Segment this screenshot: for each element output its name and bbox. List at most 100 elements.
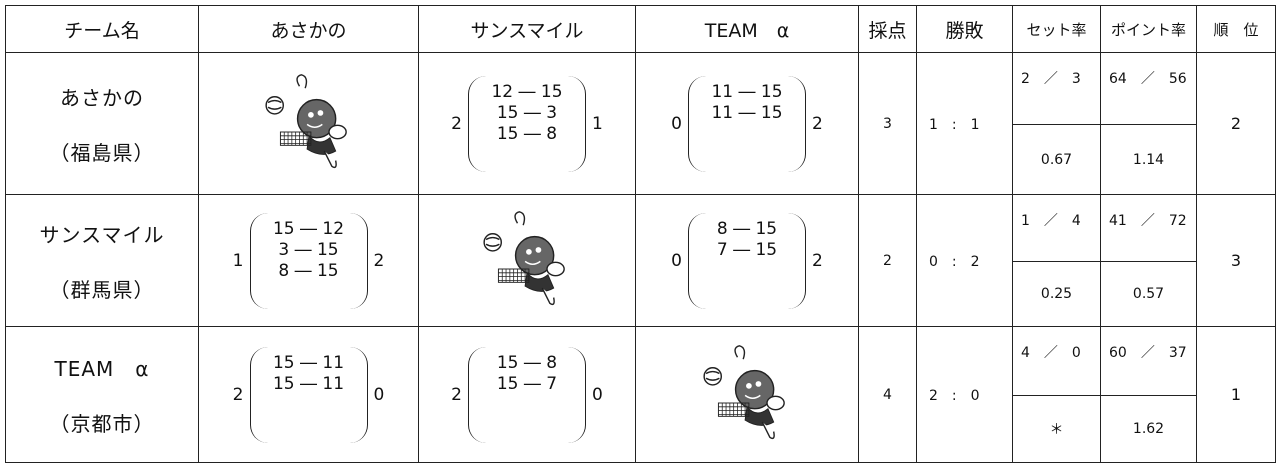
match-cell: 2 12 ― 15 15 ― 3 15 ― 8 1 [418,52,636,195]
set-score: 15 ― 8 [496,123,558,144]
record-cell: 0 : 2 [916,194,1013,327]
rate: 0.57 [1101,260,1196,327]
self-cell [635,326,859,463]
ratio: 64 ／ 56 [1109,70,1187,87]
rate-box: 4 ／ 0 ＊ [1013,328,1100,462]
team-row: TEAM α （京都市） 2 15 ― 11 15 ― 11 0 2 15 ― 8 15 ― 7… [5,326,1276,463]
set-score: 15 ― 3 [496,102,558,123]
mascot-icon [264,73,347,168]
header-cell: あさかの [198,5,419,53]
team-name: サンスマイル [39,222,165,247]
team-name: あさかの [60,85,144,110]
team-row: サンスマイル （群馬県） 1 15 ― 12 3 ― 15 8 ― 15 2 0 8 ― 15 7… [5,194,1276,327]
header-cell: 採点 [858,5,917,53]
team-name: TEAM α [54,356,150,381]
rate-cell: 41 ／ 72 0.57 [1100,194,1197,327]
team-cell: あさかの （福島県） [5,52,199,195]
set-scores: 15 ― 12 3 ― 15 8 ― 15 [249,212,368,309]
set-score: 12 ― 15 [491,81,563,102]
set-score: 15 ― 11 [272,352,345,373]
set-score: 3 ― 15 [278,239,339,260]
rate-box: 2 ／ 3 0.67 [1013,54,1100,194]
rate-cell: 64 ／ 56 1.14 [1100,52,1197,195]
set-score: 15 ― 8 [496,352,558,373]
match-result: 0 11 ― 15 11 ― 15 2 [636,75,858,172]
mascot-icon [483,210,565,305]
score-cell: 2 [858,194,917,327]
set-score: 15 ― 12 [272,218,345,239]
sets-lost: 2 [373,250,385,271]
ratio: 60 ／ 37 [1109,344,1187,361]
team-row: あさかの （福島県） 2 12 ― 15 15 ― 3 15 ― 8 1 0 11 ― 15 11… [5,52,1276,195]
match-cell: 2 15 ― 11 15 ― 11 0 [198,326,419,463]
rank-cell: 3 [1196,194,1276,327]
header-cell: TEAM α [635,5,859,53]
match-result: 2 15 ― 11 15 ― 11 0 [199,346,418,443]
rate-cell: 1 ／ 4 0.25 [1012,194,1101,327]
rate: 1.62 [1101,394,1196,463]
sets-won: 2 [451,113,462,134]
set-scores: 11 ― 15 11 ― 15 [688,75,806,172]
ratio: 2 ／ 3 [1021,70,1081,87]
rate-box: 1 ／ 4 0.25 [1013,196,1100,326]
set-score: 8 ― 15 [716,218,778,239]
set-scores: 15 ― 11 15 ― 11 [249,346,368,443]
sets-won: 0 [671,250,682,271]
results-table: チーム名 あさかの サンスマイル TEAM α 採点 勝敗 セット率 ポイント率順 位 あさか… [5,5,1276,463]
sets-lost: 0 [592,384,603,405]
set-score: 7 ― 15 [716,239,778,260]
rate-box: 60 ／ 37 1.62 [1101,328,1196,462]
set-scores: 8 ― 15 7 ― 15 [688,212,806,309]
sets-won: 2 [232,384,244,405]
rate-cell: 2 ／ 3 0.67 [1012,52,1101,195]
match-cell: 1 15 ― 12 3 ― 15 8 ― 15 2 [198,194,419,327]
ratio: 41 ／ 72 [1109,212,1187,229]
sets-lost: 1 [592,113,603,134]
rate: 1.14 [1101,123,1196,195]
record-cell: 2 : 0 [916,326,1013,463]
team-region: （群馬県） [49,277,155,302]
self-cell [198,52,419,195]
header-cell: 順 位 [1196,5,1276,53]
rate-box: 41 ／ 72 0.57 [1101,196,1196,326]
header-cell: 勝敗 [916,5,1013,53]
sets-won: 1 [232,250,244,271]
match-result: 2 15 ― 8 15 ― 7 0 [419,346,635,443]
rank-cell: 2 [1196,52,1276,195]
sets-lost: 2 [812,113,823,134]
match-cell: 0 8 ― 15 7 ― 15 2 [635,194,859,327]
set-score: 11 ― 15 [711,81,783,102]
team-region: （福島県） [49,140,155,165]
team-cell: サンスマイル （群馬県） [5,194,199,327]
header-cell: セット率 [1012,5,1101,53]
match-result: 1 15 ― 12 3 ― 15 8 ― 15 2 [199,212,418,309]
header-row: チーム名 あさかの サンスマイル TEAM α 採点 勝敗 セット率 ポイント率順 位 [5,5,1276,53]
header-cell: サンスマイル [418,5,636,53]
score-cell: 4 [858,326,917,463]
record-cell: 1 : 1 [916,52,1013,195]
match-result: 0 8 ― 15 7 ― 15 2 [636,212,858,309]
rate-cell: 4 ／ 0 ＊ [1012,326,1101,463]
match-result: 2 12 ― 15 15 ― 3 15 ― 8 1 [419,75,635,172]
rate: ＊ [1013,394,1100,463]
match-cell: 0 11 ― 15 11 ― 15 2 [635,52,859,195]
header-cell: ポイント率 [1100,5,1197,53]
sets-won: 2 [451,384,462,405]
ratio: 4 ／ 0 [1021,344,1081,361]
team-cell: TEAM α （京都市） [5,326,199,463]
set-score: 8 ― 15 [278,260,339,281]
set-score: 11 ― 15 [711,102,783,123]
set-scores: 12 ― 15 15 ― 3 15 ― 8 [468,75,586,172]
sets-won: 0 [671,113,682,134]
rate: 0.67 [1013,123,1100,195]
rank-cell: 1 [1196,326,1276,463]
team-region: （京都市） [49,411,155,436]
rate-cell: 60 ／ 37 1.62 [1100,326,1197,463]
sets-lost: 0 [373,384,385,405]
set-scores: 15 ― 8 15 ― 7 [468,346,586,443]
ratio: 1 ／ 4 [1021,212,1081,229]
score-cell: 3 [858,52,917,195]
match-cell: 2 15 ― 8 15 ― 7 0 [418,326,636,463]
rate: 0.25 [1013,260,1100,327]
